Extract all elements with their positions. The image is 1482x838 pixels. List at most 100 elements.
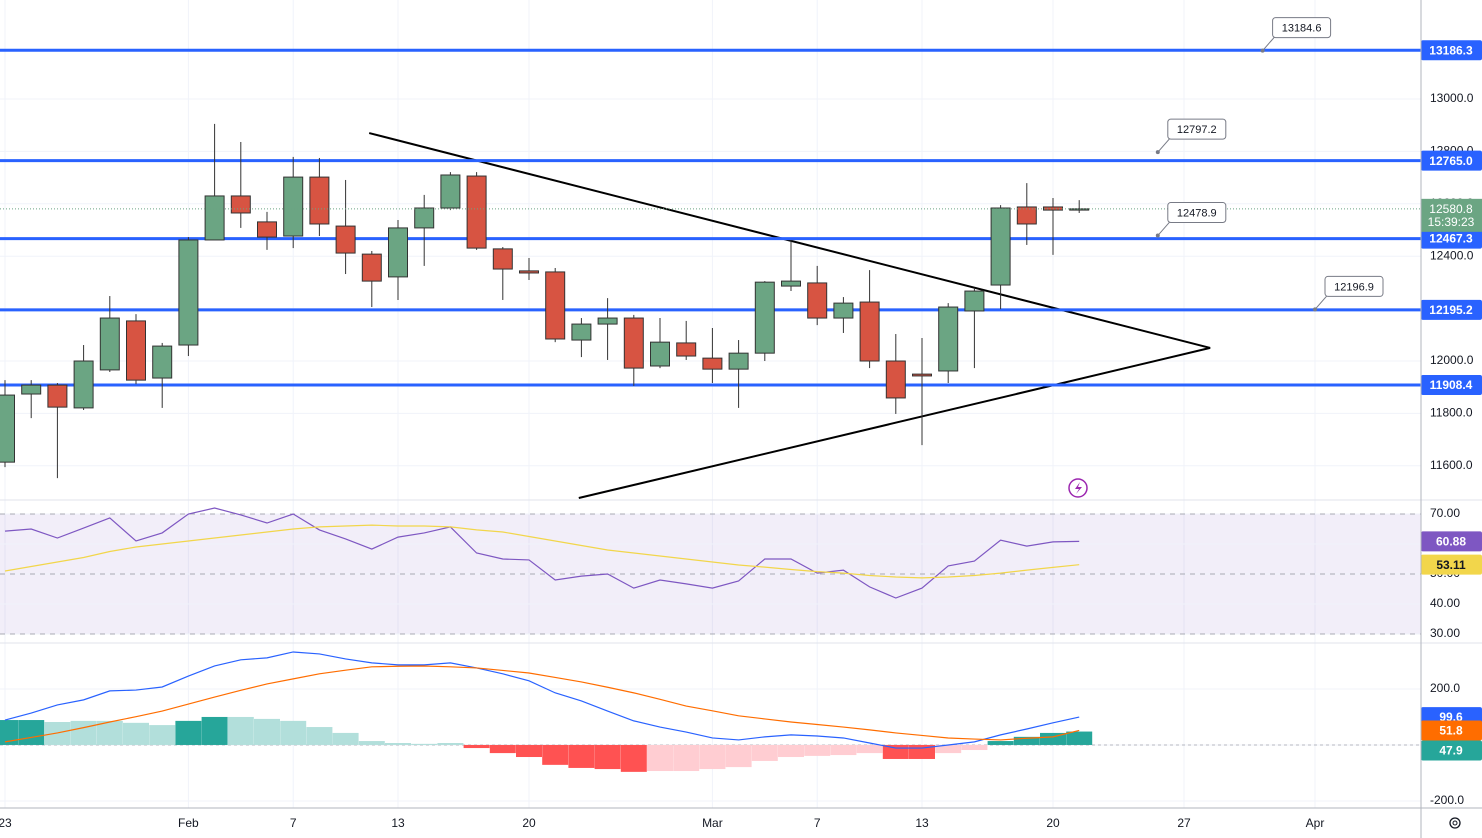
x-tick-label: 27 — [1177, 816, 1191, 830]
y-tick-label: 13000.0 — [1430, 91, 1474, 105]
y-tick-label: 11800.0 — [1430, 406, 1473, 420]
candle-body — [440, 174, 461, 209]
candle-body — [257, 221, 277, 238]
candle-body — [938, 306, 959, 372]
histogram-bar — [70, 720, 97, 745]
candle-body — [388, 227, 408, 278]
histogram-bar — [542, 744, 569, 765]
callout-box — [1272, 17, 1332, 39]
x-tick-label: 13 — [391, 816, 405, 830]
price-tag-label: 13186.3 — [1429, 43, 1473, 57]
histogram-bar — [961, 744, 988, 751]
histogram-bar — [935, 744, 962, 754]
x-tick-label: Feb — [178, 816, 199, 830]
histogram-bar — [149, 725, 176, 745]
histogram-bar — [96, 720, 123, 745]
y-tick-label: -200.0 — [1430, 793, 1464, 807]
histogram-bar — [489, 744, 516, 754]
callout-label: 12196.9 — [1334, 281, 1374, 293]
histogram-bar — [620, 744, 647, 772]
histogram-bar — [201, 716, 228, 745]
candle-body — [702, 357, 723, 370]
price-tag-label: 47.9 — [1439, 744, 1463, 758]
candle-body — [178, 239, 199, 346]
callout-box — [1167, 202, 1227, 224]
histogram-bar — [227, 716, 254, 745]
histogram-bar — [306, 727, 333, 745]
y-tick-label: 11600.0 — [1430, 458, 1473, 472]
macd-line — [4, 665, 1080, 743]
price-tag — [1421, 375, 1482, 396]
candle-body — [597, 317, 618, 325]
settings-icon[interactable] — [1449, 817, 1461, 829]
histogram-bar — [699, 744, 726, 770]
candle-body — [781, 280, 801, 287]
price-tag — [1421, 228, 1482, 249]
histogram-bar — [778, 744, 804, 758]
candle-body — [754, 281, 775, 354]
price-tag — [1421, 40, 1482, 61]
histogram-bar — [647, 744, 673, 772]
y-tick-label: 200.0 — [1430, 681, 1460, 695]
current-price-label: 12580.8 — [1429, 202, 1473, 216]
histogram-bar — [18, 720, 45, 745]
price-tag-label: 60.88 — [1436, 535, 1466, 549]
candle-body — [126, 320, 146, 381]
histogram-bar — [175, 720, 202, 745]
histogram-bar — [332, 732, 359, 745]
histogram-bar — [594, 744, 621, 770]
candle-body — [519, 270, 539, 274]
callout-anchor — [1155, 233, 1160, 238]
candle-body — [335, 225, 356, 254]
candle-body — [859, 301, 880, 362]
histogram-bar — [437, 743, 464, 745]
histogram-bar — [254, 718, 280, 745]
candle-body — [152, 345, 173, 379]
y-tick-label: 70.00 — [1430, 506, 1460, 520]
price-tag-label: 53.11 — [1436, 558, 1466, 572]
histogram-bar — [0, 720, 18, 745]
histogram-bar — [830, 744, 857, 756]
histogram-bar — [358, 741, 385, 745]
trendline — [368, 132, 1211, 349]
price-tag — [1421, 720, 1482, 741]
y-tick-label: 40.00 — [1430, 596, 1460, 610]
candle-body — [545, 271, 566, 340]
histogram-bar — [463, 744, 490, 749]
callout-anchor — [1260, 48, 1265, 53]
price-tag — [1421, 531, 1482, 552]
macd-line — [4, 651, 1080, 749]
candle-body — [833, 302, 854, 319]
rsi-line — [4, 507, 1080, 599]
rsi-line — [4, 524, 1080, 579]
candle-body — [571, 323, 592, 341]
callout-box — [1324, 275, 1384, 297]
histogram-bar — [673, 744, 700, 772]
price-tag-label: 12467.3 — [1429, 232, 1473, 246]
x-tick-label: Mar — [702, 816, 723, 830]
candle-body — [466, 175, 487, 249]
price-tag — [1421, 299, 1482, 320]
histogram-bar — [804, 744, 831, 756]
price-tag-label: 12195.2 — [1429, 303, 1473, 317]
candle-body — [676, 342, 697, 357]
candle-body — [0, 394, 15, 463]
histogram-bar — [1013, 736, 1040, 745]
candle-body — [807, 282, 828, 319]
histogram-bar — [725, 744, 752, 768]
histogram-bar — [751, 744, 778, 761]
x-tick-label: 23 — [0, 816, 12, 830]
candle-body — [283, 176, 304, 237]
y-tick-label: 30.00 — [1430, 626, 1460, 640]
candle-body — [204, 195, 225, 241]
candle-body — [309, 176, 330, 225]
histogram-bar — [856, 744, 883, 754]
histogram-bar — [568, 744, 595, 768]
price-tag — [1421, 150, 1482, 171]
candle-body — [492, 248, 513, 270]
histogram-bar — [1040, 732, 1066, 745]
x-tick-label: 7 — [814, 816, 821, 830]
alert-icon[interactable] — [1068, 478, 1088, 498]
candle-body — [1069, 208, 1090, 211]
